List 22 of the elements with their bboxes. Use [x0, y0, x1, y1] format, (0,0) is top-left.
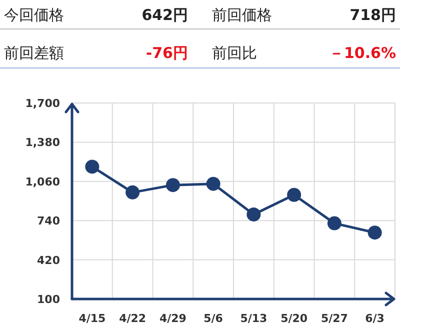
- y-tick-label: 1,380: [25, 136, 60, 150]
- text: 前回価格: [212, 6, 272, 24]
- text: 642円: [142, 6, 188, 24]
- x-tick-label: 5/13: [240, 312, 268, 325]
- y-tick-label: 740: [37, 214, 60, 228]
- x-tick-label: 4/15: [78, 312, 106, 325]
- text: -76円: [146, 44, 188, 62]
- text: 今回価格: [4, 6, 64, 24]
- y-tick-label: 420: [37, 254, 60, 267]
- text: 718円: [350, 6, 396, 24]
- text: 前回比: [212, 44, 257, 62]
- x-tick-label: 5/27: [320, 312, 348, 325]
- y-tick-label: 100: [37, 293, 60, 306]
- x-tick-label: 5/20: [280, 312, 308, 325]
- y-tick-label: 1,060: [25, 175, 60, 188]
- text: 前回差額: [4, 44, 64, 62]
- x-tick-label: 4/22: [119, 312, 146, 325]
- x-tick-label: 4/29: [159, 312, 186, 325]
- text: －10.6%: [328, 44, 396, 62]
- y-tick-label: 1,700: [25, 97, 60, 110]
- x-tick-label: 6/3: [365, 312, 384, 325]
- x-tick-label: 5/6: [204, 312, 224, 325]
